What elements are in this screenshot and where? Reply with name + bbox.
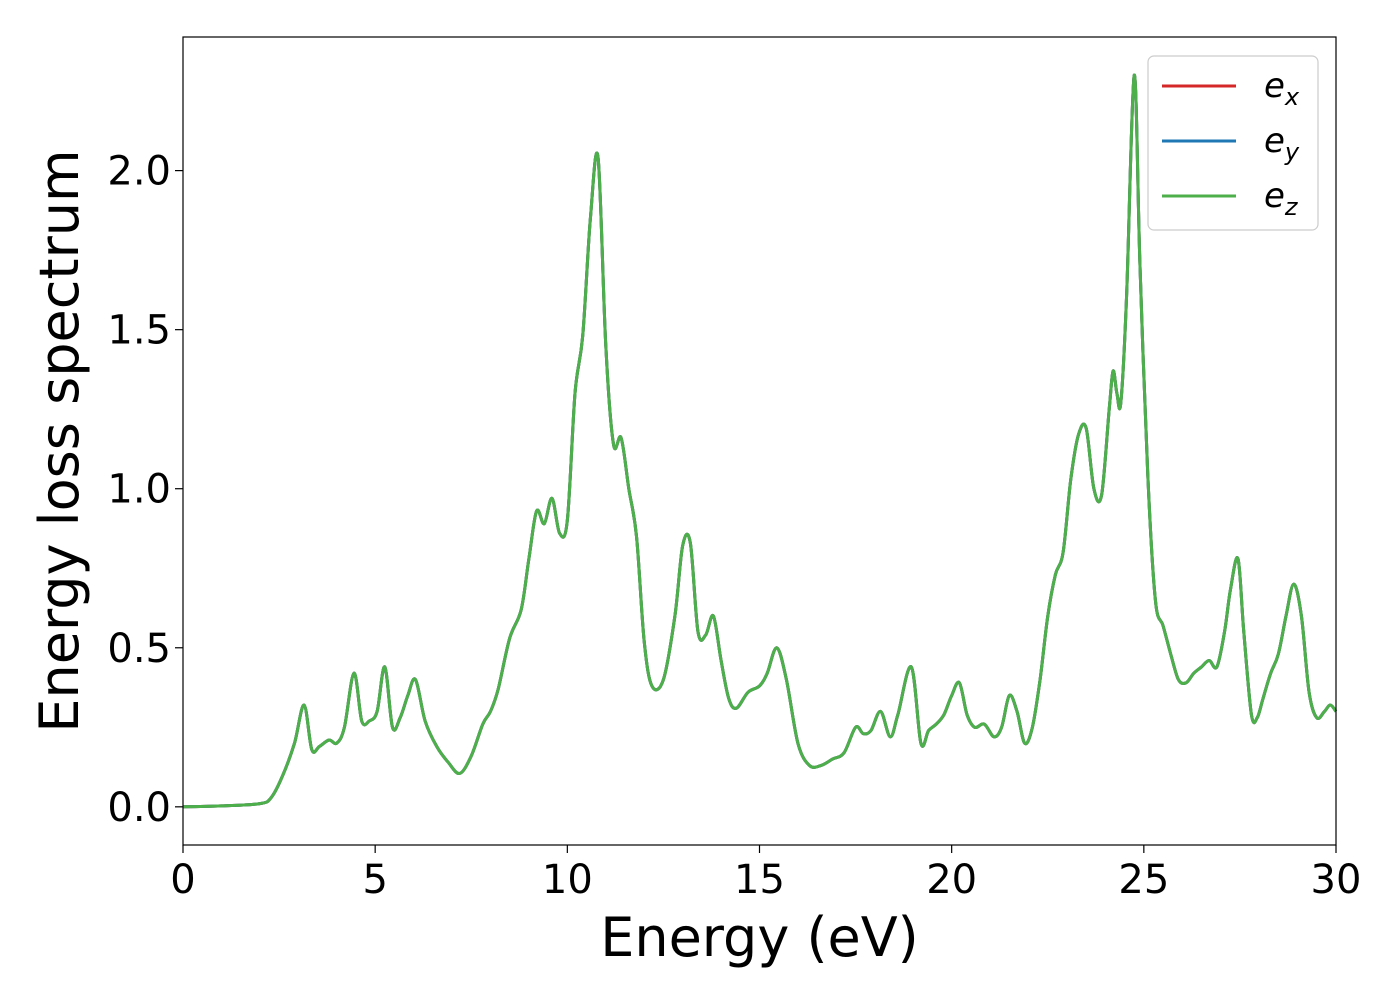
legend-label: ex <box>1264 66 1300 111</box>
x-tick-label: 5 <box>362 857 387 903</box>
x-tick-label: 0 <box>170 857 195 903</box>
y-tick-label: 1.5 <box>107 308 171 354</box>
legend-box <box>1147 55 1319 231</box>
legend-label: ey <box>1264 121 1300 166</box>
y-tick-label: 0.5 <box>107 626 171 672</box>
y-tick-label: 0.0 <box>107 785 171 831</box>
x-tick-label: 10 <box>542 857 593 903</box>
y-tick-label: 2.0 <box>107 149 171 195</box>
y-axis-ticks: 0.0 0.5 1.0 1.5 2.0 <box>107 149 183 831</box>
y-tick-label: 1.0 <box>107 467 171 513</box>
x-tick-label: 20 <box>926 857 977 903</box>
series-layer <box>182 73 1338 809</box>
x-tick-label: 15 <box>734 857 785 903</box>
series-line-e-z <box>182 73 1338 809</box>
x-tick-label: 30 <box>1311 857 1362 903</box>
x-axis-ticks: 0 5 10 15 20 25 30 <box>170 845 1361 903</box>
x-axis-label: Energy (eV) <box>600 906 919 969</box>
y-axis-label: Energy loss spectrum <box>28 149 91 732</box>
x-tick-label: 25 <box>1118 857 1169 903</box>
